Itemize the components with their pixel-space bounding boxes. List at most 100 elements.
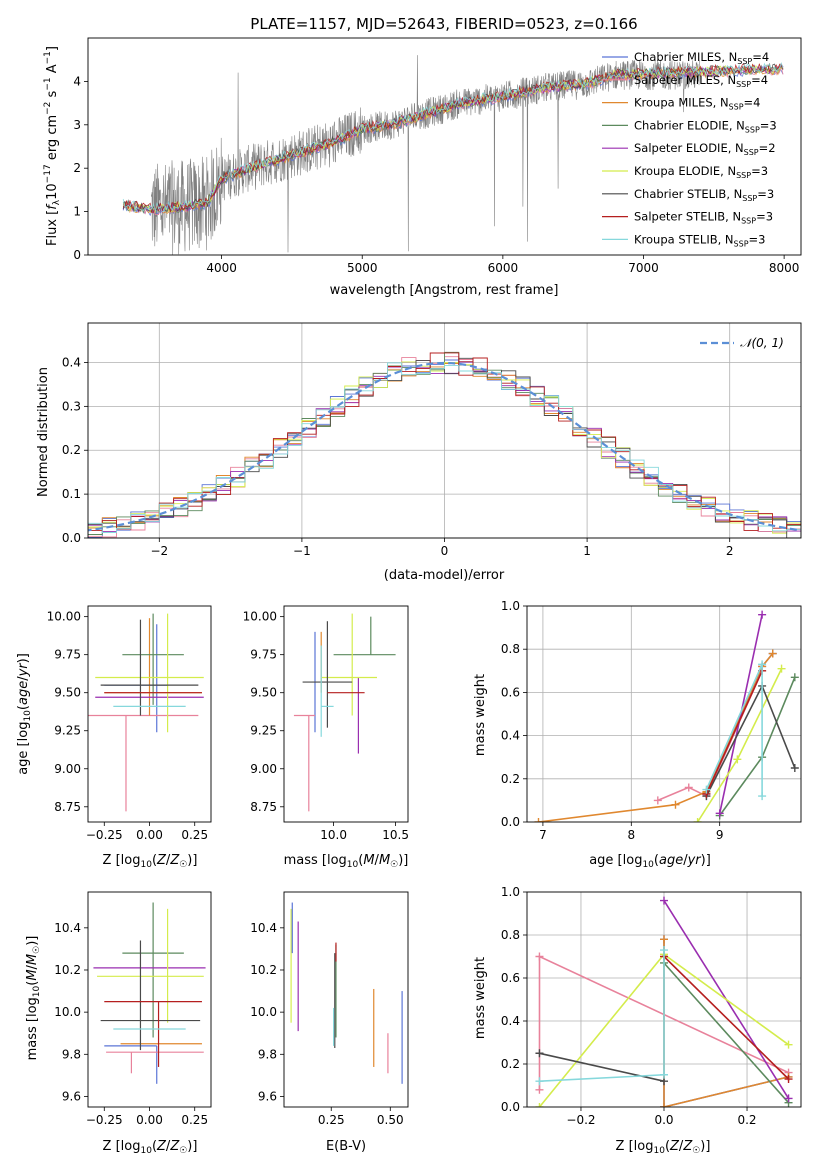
weight-vs-Z-xtick-label: −0.2 <box>566 1113 595 1127</box>
spectrum-frame <box>87 37 802 256</box>
age-vs-mass-ytick-label: 9.00 <box>250 762 277 776</box>
weight-vs-Z-marker <box>535 952 544 961</box>
weight-vs-age-marker <box>768 649 777 658</box>
observed-spectrum-line <box>151 55 700 255</box>
normal-legend-label: 𝒩(0, 1) <box>740 336 784 350</box>
weight-vs-Z-marker <box>660 946 668 955</box>
residuals-ytick-label: 0.3 <box>62 399 81 413</box>
mass-vs-ebv-axes: 0.25 0.50 9.6 9.8 10.0 10.2 10.4 <box>250 891 409 1127</box>
age-vs-Z-panel: −0.25 0.00 0.25 8.75 9.00 9.25 9.50 9.75 10.00 <box>47 605 212 842</box>
spectrum-content <box>122 55 784 255</box>
weight-vs-Z-marker <box>535 1085 544 1094</box>
mass-vs-Z-ytick-label: 10.4 <box>54 921 81 935</box>
residuals-xtick-label: −1 <box>293 544 311 558</box>
age-vs-Z-xlabel: Z [log10(Z/Z☉)] <box>103 853 198 870</box>
weight-vs-Z-line-7 <box>539 1052 665 1082</box>
mass-vs-Z-xtick-label: 0.00 <box>136 1113 163 1127</box>
weight-vs-Z-ytick-label: 0.6 <box>501 971 520 985</box>
residuals-ytick-label: 0.2 <box>62 443 81 457</box>
age-vs-Z-content <box>88 613 204 812</box>
spectrum-ytick-label: 0 <box>73 248 81 262</box>
mass-vs-Z-ytick-label: 9.8 <box>62 1047 81 1061</box>
weight-vs-age-ytick-label: 0.4 <box>501 729 520 743</box>
age-vs-mass-xtick-label: 10.0 <box>320 828 347 842</box>
mass-vs-ebv-ytick-label: 10.0 <box>250 1005 277 1019</box>
legend-label-3: Kroupa MILES, NSSP=4 <box>634 96 760 112</box>
age-vs-Z-ytick-label: 9.25 <box>54 724 81 738</box>
age-vs-Z-xtick-label: 0.25 <box>181 828 208 842</box>
mass-vs-Z-ytick-label: 10.0 <box>54 1005 81 1019</box>
weight-vs-Z-marker <box>784 1075 793 1084</box>
mass-vs-Z-ylabel: mass [log10(M/M☉)] <box>25 936 42 1061</box>
age-vs-mass-axes: 10.0 10.5 8.75 9.00 9.25 9.50 9.75 10.00 <box>243 605 409 842</box>
weight-vs-Z-content <box>535 896 793 1107</box>
weight-vs-age-panel: 7 8 9 0.0 0.2 0.4 0.6 0.8 1.0 <box>501 599 802 842</box>
spectrum-ylabel: Flux [fλ10−17 erg cm−2 s−1 A−1] <box>43 46 62 246</box>
residuals-ylabel: Normed distribution <box>36 367 51 497</box>
weight-vs-Z-ytick-label: 0.2 <box>501 1057 520 1071</box>
mass-vs-ebv-ytick-label: 9.8 <box>258 1047 277 1061</box>
weight-vs-age-marker <box>758 792 767 801</box>
weight-vs-Z-frame <box>526 891 802 1108</box>
weight-vs-age-xtick-label: 9 <box>716 828 724 842</box>
weight-vs-Z-ytick-label: 0.4 <box>501 1014 520 1028</box>
weight-vs-Z-ytick-label: 0.8 <box>501 928 520 942</box>
residuals-content <box>88 351 801 538</box>
residuals-frame <box>87 322 802 539</box>
spectrum-title: PLATE=1157, MJD=52643, FIBERID=0523, z=0… <box>250 15 637 33</box>
mass-vs-ebv-xtick-label: 0.50 <box>377 1113 404 1127</box>
residuals-xtick-label: 0 <box>441 544 449 558</box>
weight-vs-age-ytick-label: 0.2 <box>501 772 520 786</box>
weight-vs-age-xlabel: age [log10(age/yr)] <box>589 853 711 870</box>
mass-vs-ebv-xtick-label: 0.25 <box>318 1113 345 1127</box>
residuals-ytick-label: 0.4 <box>62 355 81 369</box>
spectrum-xtick-label: 6000 <box>488 261 519 275</box>
mass-vs-ebv-frame <box>283 891 409 1108</box>
age-vs-mass-ytick-label: 8.75 <box>250 800 277 814</box>
mass-vs-Z-panel: −0.25 0.00 0.25 9.6 9.8 10.0 10.2 10.4 <box>54 891 212 1127</box>
weight-vs-age-marker <box>671 800 680 809</box>
weight-vs-Z-xtick-label: 0.2 <box>737 1113 756 1127</box>
legend-label-8: Salpeter STELIB, NSSP=3 <box>634 210 773 226</box>
weight-vs-age-marker <box>758 660 767 669</box>
spectrum-legend: Chabrier MILES, NSSP=4 Salpeter MILES, NS… <box>602 50 777 248</box>
age-vs-mass-ytick-label: 10.00 <box>243 610 277 624</box>
mass-vs-Z-ytick-label: 9.6 <box>62 1089 81 1103</box>
age-vs-mass-ytick-label: 9.50 <box>250 686 277 700</box>
age-vs-mass-ytick-label: 9.25 <box>250 724 277 738</box>
weight-vs-age-axes: 7 8 9 0.0 0.2 0.4 0.6 0.8 1.0 <box>501 599 802 842</box>
age-vs-Z-ytick-label: 9.50 <box>54 686 81 700</box>
weight-vs-Z-marker <box>660 1070 668 1079</box>
weight-vs-age-marker <box>534 818 543 822</box>
mass-vs-Z-axes: −0.25 0.00 0.25 9.6 9.8 10.0 10.2 10.4 <box>54 891 212 1127</box>
weight-vs-age-line-8 <box>705 670 763 795</box>
age-vs-Z-xtick-label: 0.00 <box>136 828 163 842</box>
weight-vs-Z-marker <box>660 1103 668 1107</box>
age-vs-Z-ytick-label: 8.75 <box>54 800 81 814</box>
weight-vs-Z-marker <box>784 1094 793 1103</box>
weight-vs-age-xtick-label: 7 <box>539 828 547 842</box>
weight-vs-Z-xlabel: Z [log10(Z/Z☉)] <box>616 1139 711 1156</box>
mass-vs-ebv-xlabel: E(B-V) <box>326 1139 366 1154</box>
weight-vs-age-line-5 <box>718 614 763 814</box>
residuals-axes: −2 −1 0 1 2 0.0 0.1 0.2 0.3 0.4 𝒩(0, 1) <box>62 322 802 558</box>
age-vs-mass-frame <box>283 605 409 823</box>
weight-vs-age-content <box>534 610 799 822</box>
weight-vs-age-frame <box>526 605 802 823</box>
spectrum-xtick-label: 4000 <box>206 261 237 275</box>
spectrum-ytick-label: 2 <box>73 161 81 175</box>
spectrum-xtick-label: 5000 <box>347 261 378 275</box>
age-vs-mass-ytick-label: 9.75 <box>250 648 277 662</box>
age-vs-Z-ytick-label: 9.00 <box>54 762 81 776</box>
weight-vs-age-marker <box>702 785 711 794</box>
weight-vs-age-marker <box>733 755 742 764</box>
weight-vs-age-marker <box>715 809 724 818</box>
weight-vs-age-marker <box>790 673 799 682</box>
weight-vs-Z-marker <box>535 1103 544 1107</box>
weight-vs-Z-panel: −0.2 0.0 0.2 0.0 0.2 0.4 0.6 0.8 1.0 <box>501 885 802 1127</box>
spectrum-panel: PLATE=1157, MJD=52643, FIBERID=0523, z=0… <box>43 15 802 298</box>
mass-vs-Z-ytick-label: 10.2 <box>54 963 81 977</box>
weight-vs-Z-marker <box>660 896 668 905</box>
mass-vs-ebv-panel: 0.25 0.50 9.6 9.8 10.0 10.2 10.4 <box>250 891 409 1127</box>
